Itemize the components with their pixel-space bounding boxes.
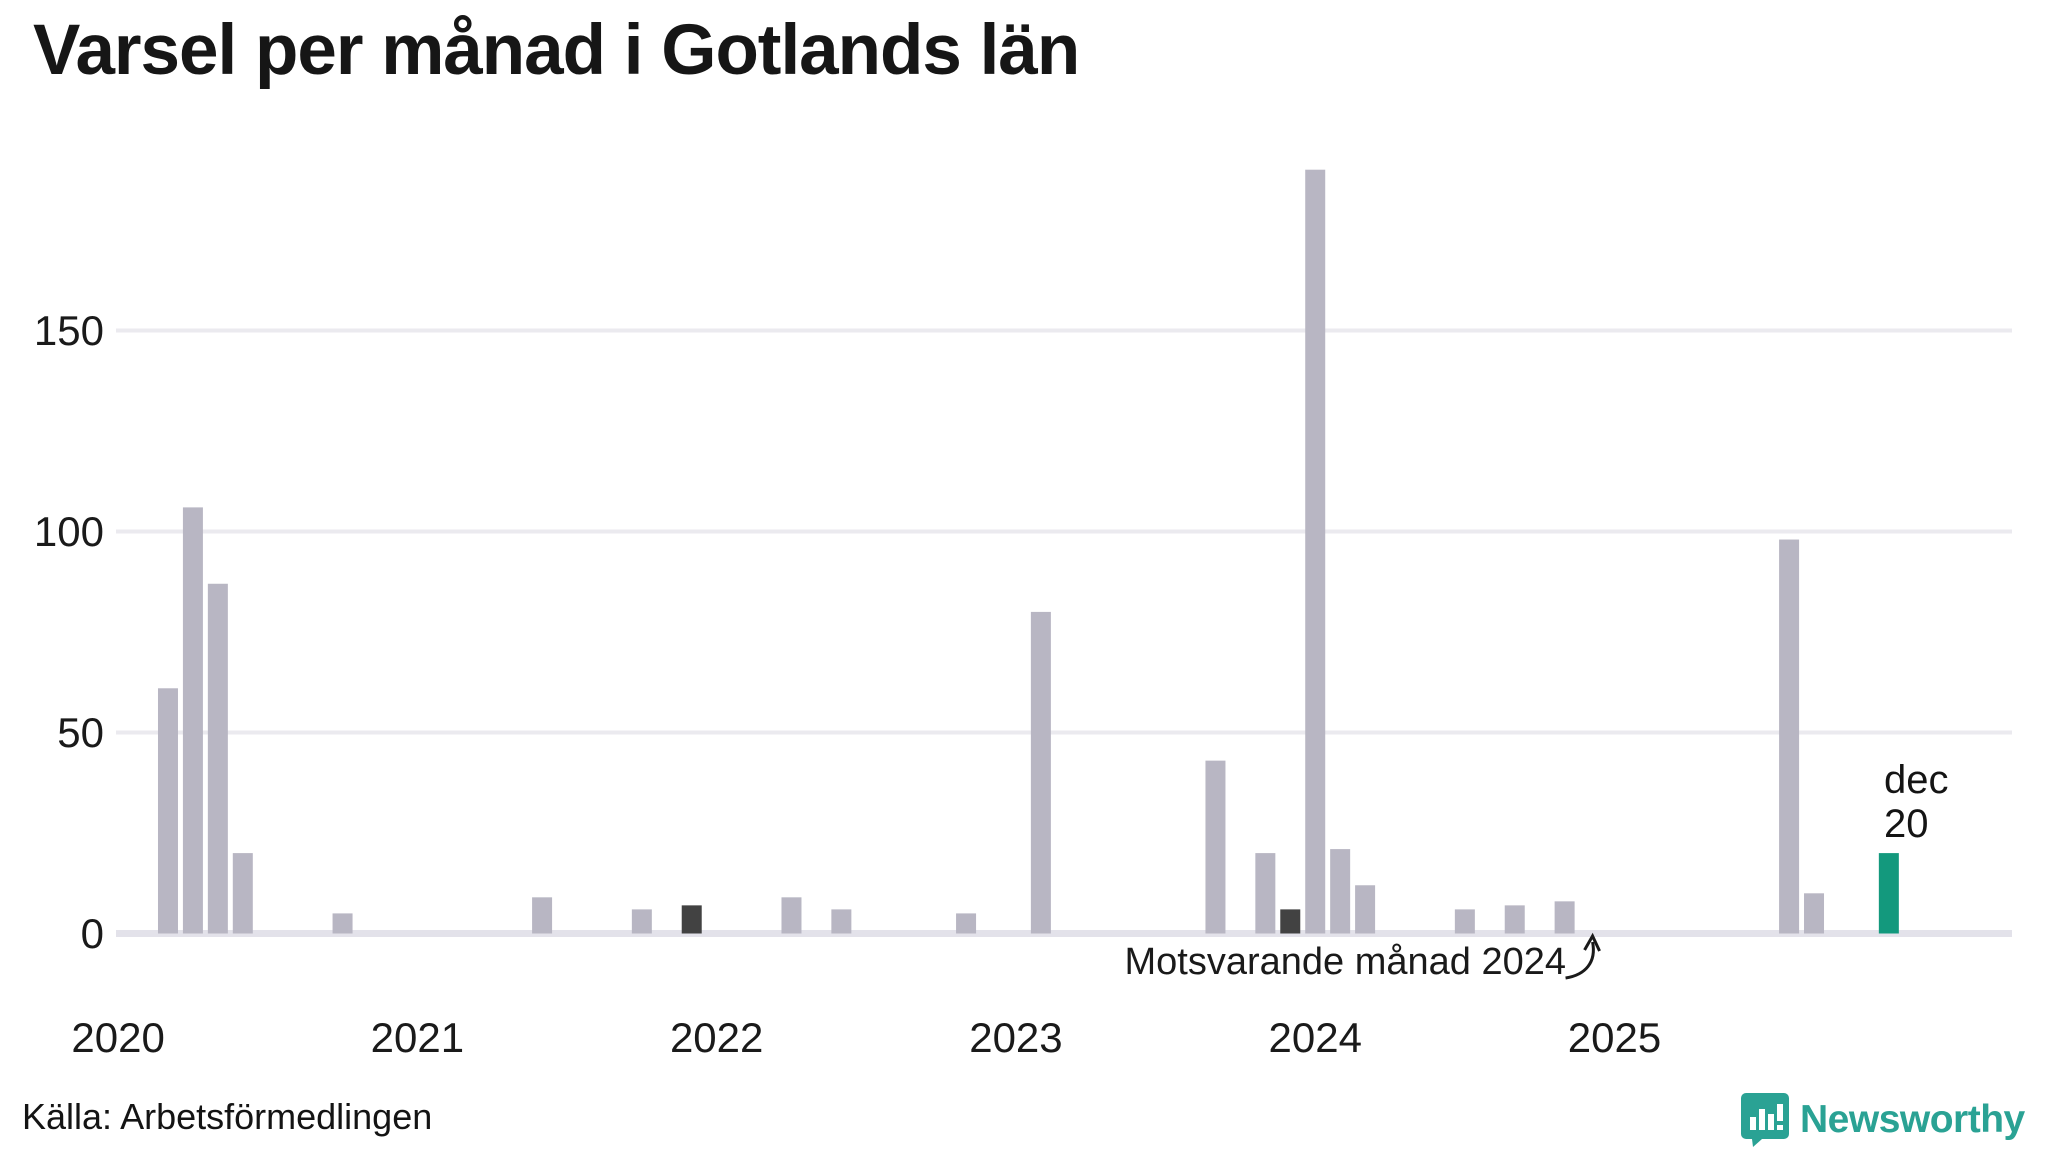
y-tick-label-0: 0 bbox=[81, 910, 104, 957]
x-tick-label-2022: 2022 bbox=[670, 1014, 763, 1061]
x-tick-label-2023: 2023 bbox=[969, 1014, 1062, 1061]
annotation-arrow bbox=[1565, 941, 1595, 980]
bar-2021-10 bbox=[631, 909, 652, 934]
bar-2023-09 bbox=[1205, 760, 1226, 934]
bar-2024-02 bbox=[1330, 849, 1351, 934]
bar-2023-12 bbox=[1280, 909, 1301, 934]
latest-value-label: dec 20 bbox=[1884, 758, 1949, 846]
bar-2020-03 bbox=[157, 688, 178, 934]
bar-2023-11 bbox=[1255, 853, 1276, 934]
gridline-y-150 bbox=[116, 328, 2012, 333]
bar-2025-12 bbox=[1878, 853, 1899, 934]
bar-2024-09 bbox=[1504, 905, 1525, 934]
latest-month-text: dec bbox=[1884, 758, 1949, 802]
x-tick-label-2025: 2025 bbox=[1568, 1014, 1661, 1061]
newsworthy-bubble-barchart-icon bbox=[1741, 1093, 1789, 1147]
bar-2022-06 bbox=[831, 909, 852, 934]
annotation-label: Motsvarande månad 2024 bbox=[1124, 941, 1566, 983]
brand-logo: Newsworthy bbox=[1740, 1092, 2025, 1148]
x-axis-baseline bbox=[116, 930, 2012, 937]
y-tick-label-50: 50 bbox=[57, 709, 104, 756]
bar-2022-11 bbox=[956, 913, 977, 934]
bar-2022-04 bbox=[781, 897, 802, 934]
bar-2020-05 bbox=[207, 583, 228, 934]
bar-2025-09 bbox=[1804, 893, 1825, 934]
x-tick-label-2024: 2024 bbox=[1269, 1014, 1362, 1061]
y-tick-label-100: 100 bbox=[34, 508, 104, 555]
bar-2021-12 bbox=[681, 905, 702, 934]
bar-2020-10 bbox=[332, 913, 353, 934]
gridline-y-50 bbox=[116, 730, 2012, 735]
bar-2024-07 bbox=[1454, 909, 1475, 934]
bar-2024-11 bbox=[1554, 901, 1575, 934]
bar-2020-06 bbox=[232, 853, 253, 934]
gridline-y-100 bbox=[116, 529, 2012, 534]
annotation-arrowhead bbox=[1583, 932, 1601, 952]
x-tick-label-2021: 2021 bbox=[371, 1014, 464, 1061]
brand-name: Newsworthy bbox=[1800, 1098, 2025, 1141]
x-tick-label-2020: 2020 bbox=[71, 1014, 164, 1061]
bar-2023-02 bbox=[1030, 611, 1051, 934]
page-title: Varsel per månad i Gotlands län bbox=[33, 11, 1080, 90]
bar-2024-03 bbox=[1355, 885, 1376, 934]
bar-2021-06 bbox=[532, 897, 553, 934]
y-tick-label-150: 150 bbox=[34, 307, 104, 354]
latest-value-text: 20 bbox=[1884, 802, 1929, 846]
bar-2020-04 bbox=[182, 507, 203, 934]
source-credit: Källa: Arbetsförmedlingen bbox=[22, 1096, 433, 1137]
bar-2025-08 bbox=[1779, 539, 1800, 934]
bar-2024-01 bbox=[1305, 169, 1326, 934]
